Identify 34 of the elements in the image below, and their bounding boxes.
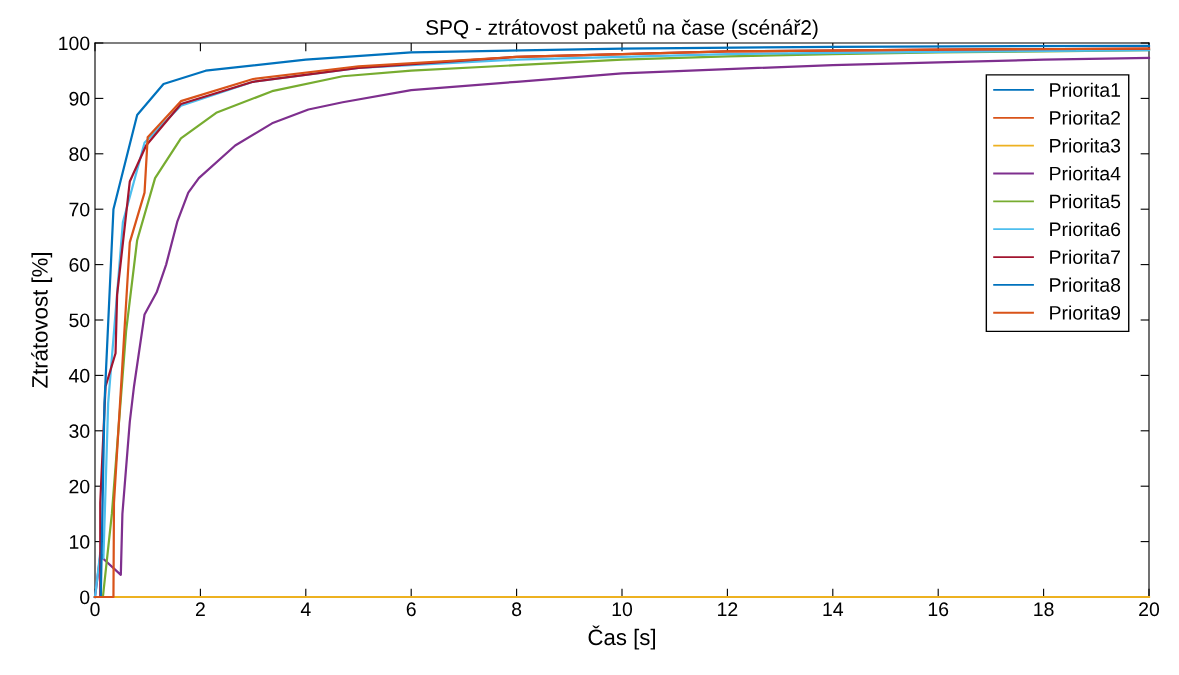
- x-tick-label: 4: [300, 602, 311, 616]
- legend-label: Priorita7: [1050, 249, 1120, 265]
- x-tick-label: 20: [1139, 602, 1160, 617]
- y-tick-label: 30: [69, 424, 90, 439]
- legend-label: Priorita6: [1050, 221, 1121, 237]
- legend-label: Priorita8: [1050, 277, 1121, 292]
- legend-label: Priorita1: [1050, 82, 1121, 97]
- legend-label: Priorita4: [1050, 166, 1121, 181]
- x-tick-label: 14: [823, 602, 844, 616]
- y-tick-label: 90: [69, 91, 90, 106]
- legend-label: Priorita5: [1050, 194, 1121, 209]
- legend-label: Priorita3: [1050, 138, 1121, 153]
- legend-label: Priorita9: [1050, 305, 1121, 320]
- x-tick-label: 16: [928, 602, 949, 617]
- chart-title: SPQ - ztrátovost paketů na čase (scénář2): [426, 17, 818, 39]
- x-tick-label: 6: [406, 602, 416, 617]
- y-tick-label: 10: [70, 535, 90, 549]
- x-axis-title: Čas [s]: [588, 625, 655, 650]
- x-tick-label: 2: [195, 602, 205, 616]
- x-tick-label: 18: [1034, 602, 1054, 617]
- y-tick-label: 40: [68, 368, 90, 383]
- y-tick-label: 60: [69, 258, 90, 272]
- x-tick-label: 12: [718, 602, 738, 616]
- y-tick-label: 70: [69, 202, 90, 217]
- x-tick-label: 8: [512, 602, 522, 617]
- legend-label: Priorita2: [1050, 110, 1120, 125]
- y-axis-title: Ztrátovost [%]: [31, 253, 53, 388]
- x-tick-label: 0: [90, 602, 100, 617]
- y-tick-label: 100: [59, 36, 90, 51]
- y-tick-label: 0: [80, 590, 90, 605]
- x-tick-label: 10: [612, 602, 633, 617]
- y-tick-label: 80: [69, 147, 90, 162]
- y-tick-label: 50: [69, 313, 90, 328]
- y-tick-label: 20: [69, 479, 90, 494]
